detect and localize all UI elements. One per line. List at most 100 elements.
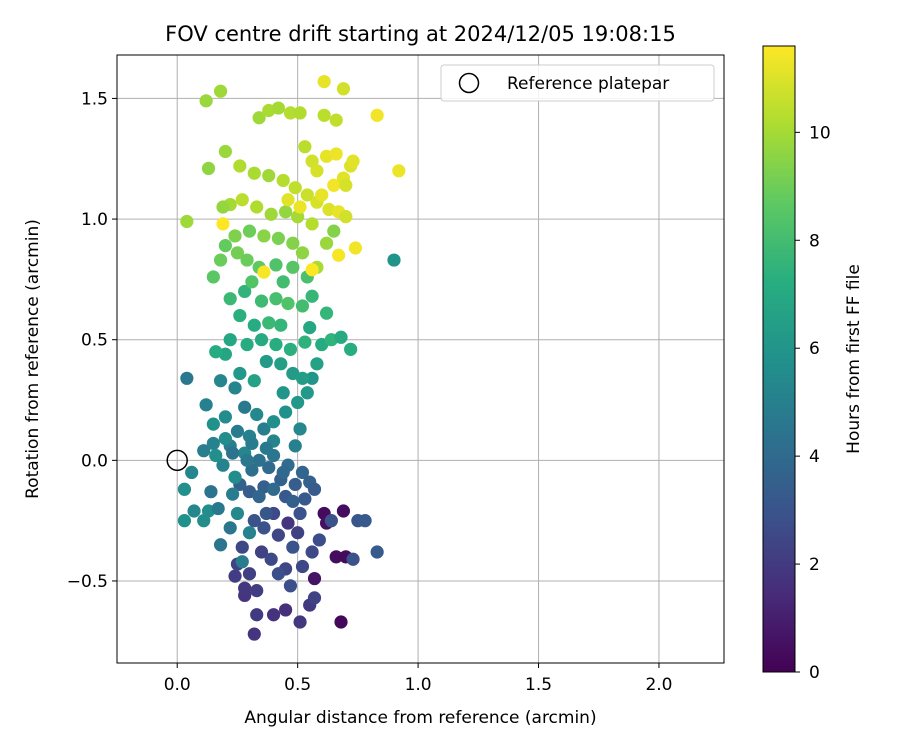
data-point-42: [283, 579, 298, 593]
data-point-112: [238, 284, 252, 299]
x-tick-label-2: 1.0: [405, 675, 432, 695]
data-point-120: [269, 258, 283, 272]
y-tick-label-2: 0.5: [81, 331, 108, 351]
data-point-51: [346, 552, 360, 566]
data-point-124: [218, 239, 232, 253]
data-point-157: [281, 193, 295, 207]
data-point-167: [329, 147, 343, 161]
legend-marker-reference-icon: [458, 72, 480, 94]
data-point-151: [288, 181, 302, 195]
colorbar-tick-label-3: 6: [809, 339, 820, 359]
data-point-62: [211, 501, 225, 516]
data-point-150: [276, 173, 290, 188]
colorbar-label: Hours from first FF file: [844, 264, 864, 454]
data-point-37: [295, 465, 310, 479]
data-point-20: [305, 545, 319, 559]
data-point-206: [286, 494, 300, 508]
data-point-125: [206, 270, 220, 284]
data-point-43: [264, 552, 278, 566]
data-point-19: [295, 559, 310, 574]
y-tick-label-3: 1.0: [81, 210, 108, 230]
data-point-93: [233, 366, 247, 381]
data-point-211: [259, 441, 273, 455]
data-point-65: [216, 458, 230, 472]
data-point-156: [339, 210, 353, 224]
data-point-201: [310, 357, 324, 371]
data-point-209: [240, 453, 254, 467]
data-point-81: [206, 417, 220, 431]
data-point-198: [293, 422, 307, 436]
data-point-69: [180, 371, 194, 385]
data-point-87: [300, 386, 314, 400]
data-point-45: [271, 567, 285, 581]
data-point-187: [370, 108, 384, 122]
data-point-29: [235, 540, 249, 554]
x-axis: 0.0 0.5 1.0 1.5 2.0: [164, 663, 672, 695]
data-point-173: [305, 263, 319, 277]
data-point-70: [197, 444, 211, 458]
data-point-85: [276, 386, 290, 400]
data-point-181: [283, 106, 298, 120]
data-point-44: [250, 584, 264, 598]
data-point-130: [271, 231, 285, 245]
colorbar-ticks: 0 2 4 6 8 10: [795, 123, 831, 683]
data-point-115: [281, 296, 295, 311]
data-point-160: [327, 178, 341, 192]
colorbar-tick-label-0: 0: [809, 663, 820, 683]
data-point-59: [177, 482, 192, 496]
data-point-135: [327, 224, 341, 238]
data-point-26: [242, 567, 257, 581]
data-point-123: [230, 246, 245, 260]
data-point-46: [286, 540, 300, 554]
data-point-188: [387, 253, 401, 267]
data-point-8: [307, 591, 322, 605]
data-point-22: [293, 506, 307, 521]
legend: Reference platepar: [440, 64, 715, 102]
data-point-212: [245, 436, 259, 451]
data-point-208: [266, 482, 281, 496]
data-point-189: [209, 448, 223, 463]
data-point-106: [303, 321, 317, 335]
data-point-165: [310, 164, 324, 178]
data-point-21: [312, 533, 326, 547]
colorbar-tick-label-4: 8: [809, 231, 820, 251]
data-point-5: [279, 603, 293, 617]
data-point-60: [185, 465, 199, 479]
data-point-138: [279, 205, 293, 219]
data-point-204: [245, 275, 259, 289]
data-point-56: [197, 514, 211, 528]
data-point-169: [346, 154, 360, 168]
colorbar: 0 2 4 6 8 10 Hours from first FF file: [762, 45, 864, 683]
data-point-110: [233, 308, 247, 323]
data-point-111: [223, 292, 237, 306]
x-tick-label-4: 2.0: [645, 675, 672, 695]
data-point-0: [247, 627, 261, 641]
y-axis-label: Rotation from reference (arcmin): [23, 219, 43, 499]
data-point-73: [230, 424, 245, 438]
data-point-184: [329, 113, 343, 127]
data-point-104: [334, 330, 348, 344]
data-point-193: [276, 465, 290, 479]
data-point-4: [266, 608, 281, 622]
data-point-168: [339, 178, 353, 192]
data-point-98: [254, 333, 269, 347]
data-point-170: [332, 248, 346, 262]
data-point-190: [230, 506, 245, 521]
data-point-2: [238, 581, 252, 595]
legend-entry-label: Reference platepar: [507, 74, 669, 94]
data-point-141: [235, 193, 249, 207]
data-point-58: [177, 514, 192, 528]
data-point-6: [293, 615, 307, 629]
data-point-84: [266, 415, 281, 429]
data-point-172: [392, 164, 406, 178]
colorbar-gradient: [762, 45, 796, 673]
data-point-152: [300, 188, 314, 202]
colorbar-tick-label-5: 10: [809, 123, 831, 143]
data-point-14: [336, 504, 351, 518]
data-point-128: [242, 224, 257, 238]
x-tick-label-0: 0.0: [164, 675, 191, 695]
data-point-31: [288, 477, 302, 492]
data-point-86: [291, 395, 305, 410]
data-point-28: [247, 514, 261, 528]
data-point-71: [206, 436, 220, 451]
